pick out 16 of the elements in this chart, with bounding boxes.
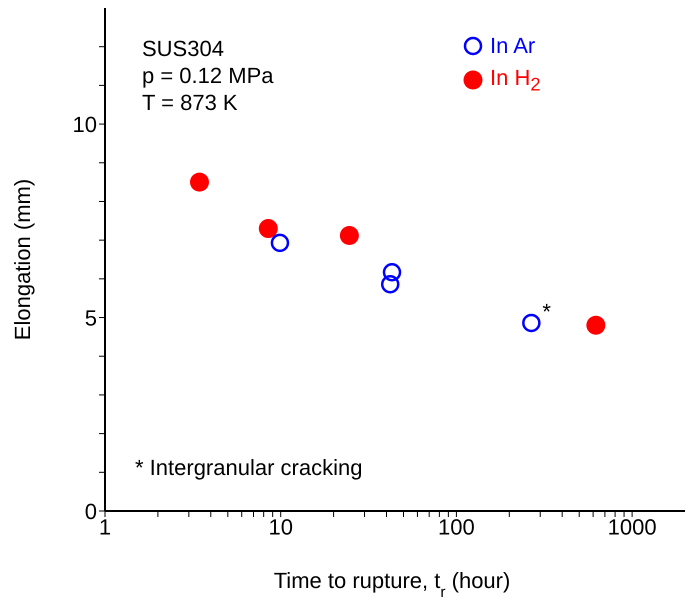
y-tick-label: 5: [84, 305, 97, 330]
annotation: p = 0.12 MPa: [142, 63, 274, 88]
legend-label: In H$_{2}$: [490, 64, 541, 96]
x-tick-label: 100: [438, 514, 475, 540]
legend-label: In Ar: [490, 33, 536, 59]
x-tick-label: 1000: [608, 514, 657, 540]
annotation: SUS304: [142, 36, 224, 61]
y-tick-label: 10: [72, 112, 97, 137]
x-tick-label: 1: [98, 514, 112, 540]
annotation: *: [542, 298, 552, 324]
x-axis-title: Time to rupture, t$_{r}$ (hour): [274, 568, 510, 600]
y-axis-title: Elongation (mm): [10, 178, 35, 340]
annotation: T = 873 K: [142, 90, 238, 115]
annotation: * Intergranular cracking: [135, 455, 362, 480]
y-tick-label: 0: [84, 498, 97, 524]
x-tick-label: 10: [268, 514, 293, 540]
